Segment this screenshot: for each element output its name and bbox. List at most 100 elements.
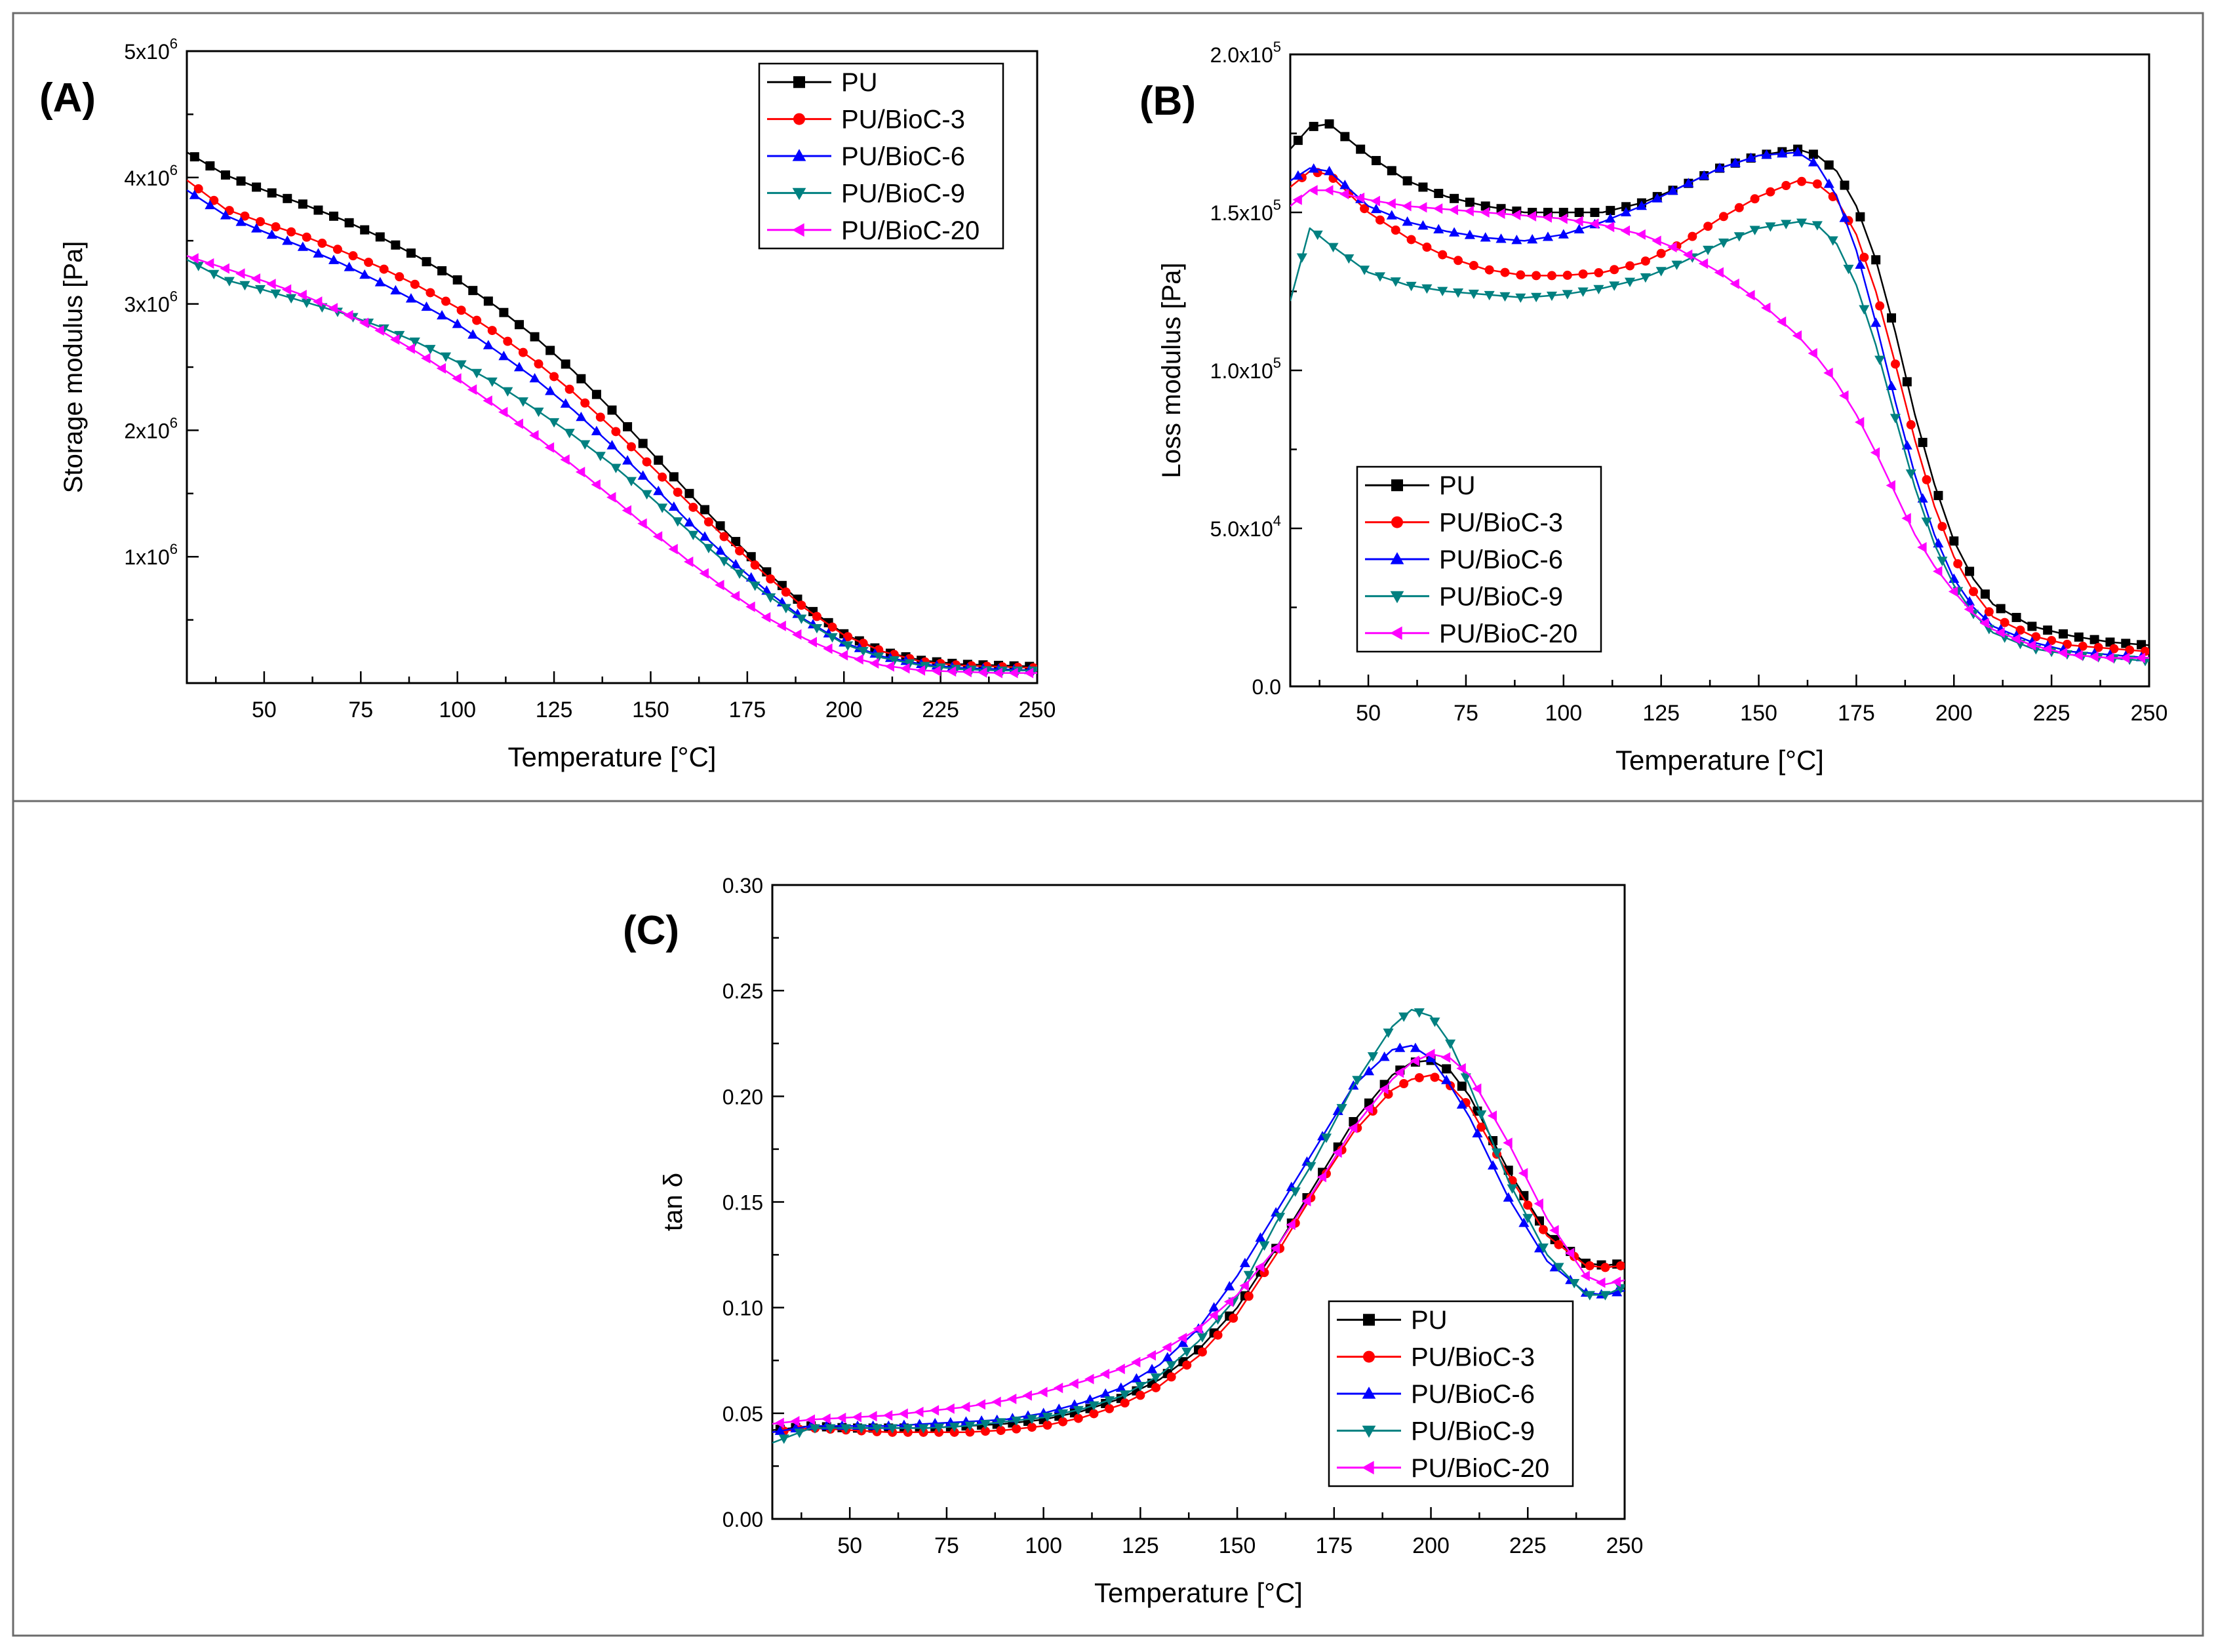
data-point — [267, 188, 277, 198]
data-point — [1375, 215, 1385, 225]
data-point — [1564, 1248, 1575, 1259]
data-point — [637, 470, 648, 480]
data-point — [1745, 152, 1756, 163]
data-point — [1292, 170, 1303, 180]
y-tick-label: 0.10 — [722, 1297, 763, 1320]
x-tick-label: 150 — [1219, 1533, 1256, 1558]
x-tick-label: 50 — [1356, 701, 1381, 726]
data-point — [1472, 1083, 1482, 1094]
data-point — [456, 305, 466, 315]
data-point — [544, 442, 555, 453]
data-point — [622, 505, 632, 516]
data-point — [283, 193, 292, 203]
data-point — [1131, 1356, 1141, 1367]
data-point — [560, 398, 571, 408]
data-point — [1901, 513, 1911, 524]
data-point — [858, 646, 869, 657]
data-point — [914, 1406, 924, 1417]
data-point — [1718, 212, 1728, 222]
data-point — [348, 251, 358, 261]
legend-item: PU — [1337, 1306, 1448, 1335]
data-point — [976, 1399, 986, 1410]
data-point — [1465, 197, 1474, 207]
data-point — [1425, 1052, 1436, 1063]
data-point — [1667, 241, 1677, 253]
data-point — [483, 395, 492, 406]
data-point — [1682, 249, 1693, 260]
data-point — [1811, 221, 1823, 231]
data-point — [1600, 1291, 1611, 1301]
data-point — [1937, 522, 1947, 532]
data-point — [2047, 636, 2057, 646]
data-point — [1984, 607, 1994, 617]
y-tick-label: 2.0x105 — [1210, 39, 1281, 67]
legend-item: PU/BioC-6 — [1365, 545, 1563, 574]
data-point — [409, 337, 420, 347]
data-point — [1402, 216, 1413, 226]
data-point — [1980, 589, 1990, 599]
data-point — [2073, 650, 2083, 661]
data-point — [1275, 1213, 1286, 1223]
data-point — [1309, 121, 1318, 131]
x-tick-label: 150 — [632, 698, 669, 722]
data-point — [1949, 536, 1959, 546]
data-point — [684, 488, 694, 498]
data-point — [1503, 1137, 1513, 1149]
data-point — [1922, 475, 1931, 484]
data-point — [827, 633, 838, 643]
data-point — [220, 210, 231, 220]
data-point — [405, 343, 415, 354]
data-point — [1151, 1383, 1160, 1392]
legend-swatch-marker — [1363, 1350, 1375, 1363]
data-point — [1569, 1279, 1580, 1289]
data-point — [1585, 1261, 1594, 1270]
data-point — [1332, 1147, 1342, 1158]
data-point — [668, 543, 678, 555]
data-point — [1584, 1291, 1595, 1301]
data-point — [668, 501, 679, 511]
data-point — [1197, 1347, 1207, 1357]
data-point — [405, 293, 416, 303]
data-point — [746, 552, 756, 562]
data-point — [1213, 1330, 1223, 1340]
data-point — [1488, 1160, 1499, 1170]
data-point — [978, 667, 987, 678]
data-point — [422, 257, 431, 267]
data-point — [960, 1402, 970, 1413]
data-point — [1073, 1406, 1084, 1416]
data-point — [467, 384, 477, 395]
legend-label: PU/BioC-3 — [1411, 1343, 1535, 1372]
data-point — [774, 1425, 785, 1435]
data-point — [395, 272, 405, 282]
x-tick-label: 200 — [825, 698, 863, 722]
data-point — [1449, 227, 1460, 237]
data-point — [1430, 1072, 1440, 1082]
data-point — [821, 1413, 831, 1425]
data-point — [513, 361, 525, 372]
data-point — [1166, 1372, 1176, 1382]
data-point — [1745, 290, 1755, 301]
data-point — [189, 189, 200, 199]
data-point — [1827, 236, 1838, 246]
data-point — [425, 288, 435, 298]
data-point — [841, 1424, 852, 1434]
data-point — [794, 1428, 805, 1438]
data-point — [250, 273, 261, 285]
data-point — [1011, 1416, 1022, 1426]
data-point — [1363, 1065, 1375, 1076]
data-point — [809, 1424, 821, 1434]
panel-label: (C) — [623, 908, 679, 953]
legend: PU PU/BioC-3 PU/BioC-6 PU/BioC-9 PU/BioC-20 — [758, 62, 1004, 250]
y-tick-label: 5.0x104 — [1210, 513, 1281, 541]
data-point — [653, 485, 664, 496]
data-point — [254, 285, 266, 295]
data-point — [503, 336, 513, 346]
data-point — [1445, 1039, 1456, 1050]
data-point — [576, 411, 587, 422]
data-point — [2059, 629, 2068, 639]
data-point — [580, 440, 591, 450]
data-point — [699, 531, 711, 541]
legend: PU PU/BioC-3 PU/BioC-6 PU/BioC-9 PU/BioC-20 — [1328, 1300, 1574, 1487]
data-point — [2141, 646, 2149, 656]
data-point — [1511, 209, 1521, 220]
